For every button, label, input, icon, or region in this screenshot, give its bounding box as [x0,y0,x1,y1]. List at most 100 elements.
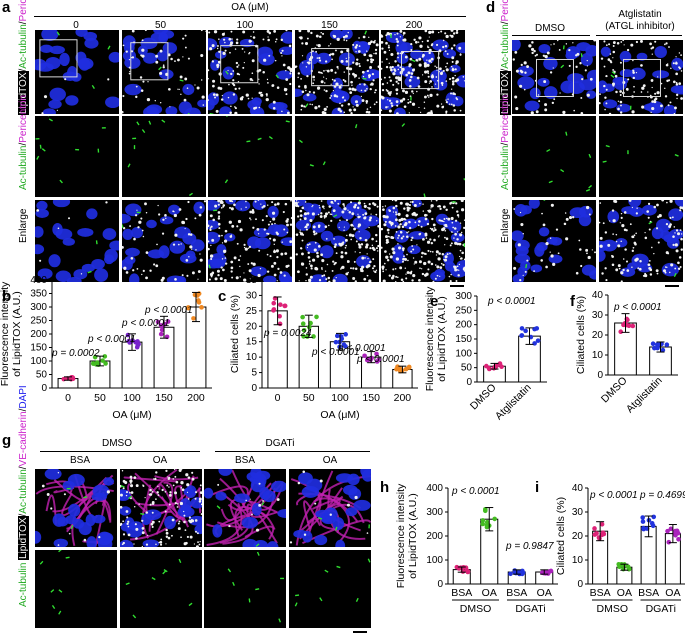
bar-b-0 [57,378,79,389]
point-i-0 [592,532,598,537]
point-e-0 [499,364,504,370]
point-b-0 [68,376,74,382]
point-h-1 [480,521,485,527]
panel-letter-f: f [570,293,575,310]
point-i-2 [640,519,646,524]
bar-c-1 [298,325,319,389]
point-c-0 [271,300,277,306]
point-h-3 [545,571,551,576]
bar-f-0 [614,322,637,376]
y-label-b: of LipidTOX (A.U.) [11,291,23,377]
y-tick-label-e: 50 [461,363,473,374]
panel-d-row3-label: Enlarge [500,208,511,243]
point-c-4 [395,364,400,370]
point-i-3 [676,537,681,542]
point-h-1 [483,506,488,512]
point-c-3 [366,356,372,362]
micrograph-a-top-4 [380,29,466,115]
point-i-2 [644,526,650,531]
bar-e-0 [483,365,506,383]
point-c-1 [308,320,313,326]
y-tick-label-b: 300 [30,302,47,313]
bar-h-3 [535,571,554,585]
point-b-4 [191,316,196,321]
point-h-2 [508,571,513,577]
panel-letter-a: a [2,0,11,16]
point-c-0 [271,307,277,312]
chart-h: 0 100 200 300 400 Fluorescence intensity of Li… [395,483,558,615]
x-label-c: OA (μM) [320,409,359,421]
bar-c-2 [329,341,351,389]
point-i-3 [673,528,678,534]
stain-label-a_row2-0: Ac-tubulin [18,145,29,190]
x-tick-label-b-1: 50 [94,392,106,404]
point-b-3 [159,327,165,333]
point-h-2 [512,568,518,573]
point-i-0 [597,536,602,541]
x-tick-label-b-0: 0 [65,392,71,404]
micrograph-d-mid-1 [598,115,684,198]
g-header-dmso: DMSO [102,438,132,449]
g-group-line-2 [215,451,370,452]
point-e-0 [486,365,492,371]
point-e-1 [532,326,537,332]
point-c-1 [305,334,310,339]
p-value-c-3: p < 0.0001 [356,354,405,365]
point-b-2 [136,341,141,347]
x-tick-label-i-3: OA [665,587,680,599]
point-h-1 [484,519,490,525]
point-i-3 [673,532,678,538]
x-tick-label-c-0: 0 [275,392,281,404]
point-c-0 [277,321,283,327]
y-tick-label-h: 100 [426,555,443,566]
y-tick-label-f: 10 [592,350,604,361]
concentration-label-0: 0 [73,20,79,31]
point-i-0 [599,521,605,527]
point-e-0 [493,365,498,370]
p-value-c-2: p < 0.0001 [337,343,386,354]
point-i-1 [616,561,622,567]
point-i-0 [594,531,599,536]
d-header-line-1 [512,35,590,36]
bar-i-0 [592,530,609,585]
point-b-3 [158,323,164,328]
point-h-2 [520,570,526,576]
stain-label-a_row2-2: Pericentrin [500,94,511,143]
point-h-0 [465,569,471,574]
point-f-1 [650,341,656,347]
point-i-3 [675,530,681,536]
y-tick-label-e: 100 [455,348,472,359]
g-header-dgati: DGATi [265,438,295,449]
panel-letter-i: i [535,479,540,496]
point-b-2 [133,339,138,345]
micrograph-a-mid-3 [293,115,380,198]
point-b-4 [195,293,200,298]
point-i-0 [596,535,602,540]
point-i-0 [601,531,607,537]
point-h-0 [458,565,464,570]
point-c-4 [406,364,412,370]
point-e-1 [535,338,541,343]
scale-bar-g [353,631,367,633]
g-cond-bsa-1: BSA [69,455,90,466]
bar-e-1 [518,335,541,383]
p-value-i-0: p < 0.0001 [589,490,638,501]
y-label-i: Ciliated cells (%) [555,497,567,575]
bar-c-3 [361,356,382,389]
stain-label-g_row1-6: DAPI [18,385,29,409]
point-h-1 [480,518,486,523]
point-i-1 [626,566,632,572]
point-h-0 [465,569,471,575]
point-f-1 [654,345,660,351]
stain-label-g_row1-0: LipidTOX [18,516,29,560]
point-h-0 [464,568,470,573]
point-b-2 [126,338,131,344]
bar-b-1 [89,360,111,389]
g-group-line-1 [40,451,200,452]
bar-i-1 [616,566,633,585]
y-tick-label-f: 30 [592,310,604,321]
point-i-1 [627,566,632,572]
stain-label-a_row2-1: / [500,142,511,146]
micrograph-d-enlarge-1 [598,199,684,283]
